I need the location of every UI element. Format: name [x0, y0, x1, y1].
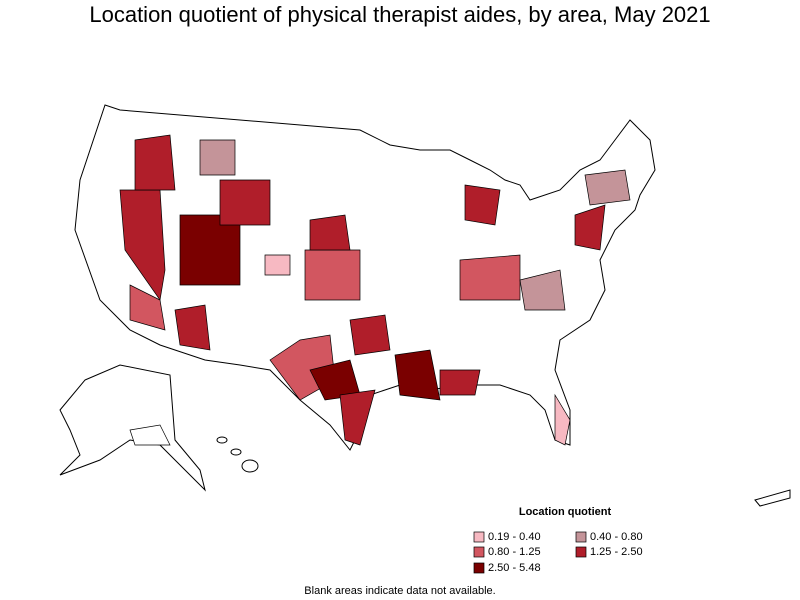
area [129, 284, 166, 331]
area [309, 214, 351, 251]
legend-swatch [473, 531, 485, 543]
area [129, 424, 171, 446]
map-title: Location quotient of physical therapist … [89, 2, 710, 27]
legend-swatch [575, 546, 587, 558]
area [554, 393, 571, 446]
area [459, 254, 521, 301]
area [219, 179, 271, 226]
legend-label: 2.50 - 5.48 [488, 562, 541, 574]
note: Blank areas indicate data not available. [304, 585, 495, 597]
area [394, 349, 441, 401]
area [339, 389, 376, 446]
legend-title: Location quotient [519, 506, 612, 518]
legend: Location quotient 0.19 - 0.40 0.40 - 0.80… [473, 506, 643, 574]
hawaii [241, 459, 259, 473]
area [464, 184, 501, 226]
legend-label: 1.25 - 2.50 [590, 546, 643, 558]
hawaii [216, 436, 228, 444]
legend-label: 0.40 - 0.80 [590, 531, 643, 543]
area [439, 369, 481, 396]
area [174, 304, 211, 351]
legend-swatch [473, 546, 485, 558]
area [264, 254, 291, 276]
area [349, 314, 391, 356]
area [199, 139, 236, 176]
legend-label: 0.19 - 0.40 [488, 531, 541, 543]
hawaii [230, 448, 242, 456]
area [134, 134, 176, 191]
map [59, 104, 791, 507]
area [519, 269, 566, 311]
legend-label: 0.80 - 1.25 [488, 546, 541, 558]
area [179, 214, 241, 286]
alaska [59, 364, 206, 492]
area [584, 169, 631, 206]
territory [754, 489, 791, 507]
legend-swatch [575, 531, 587, 543]
area [574, 204, 606, 251]
legend-swatch [473, 562, 485, 574]
area [304, 249, 361, 301]
